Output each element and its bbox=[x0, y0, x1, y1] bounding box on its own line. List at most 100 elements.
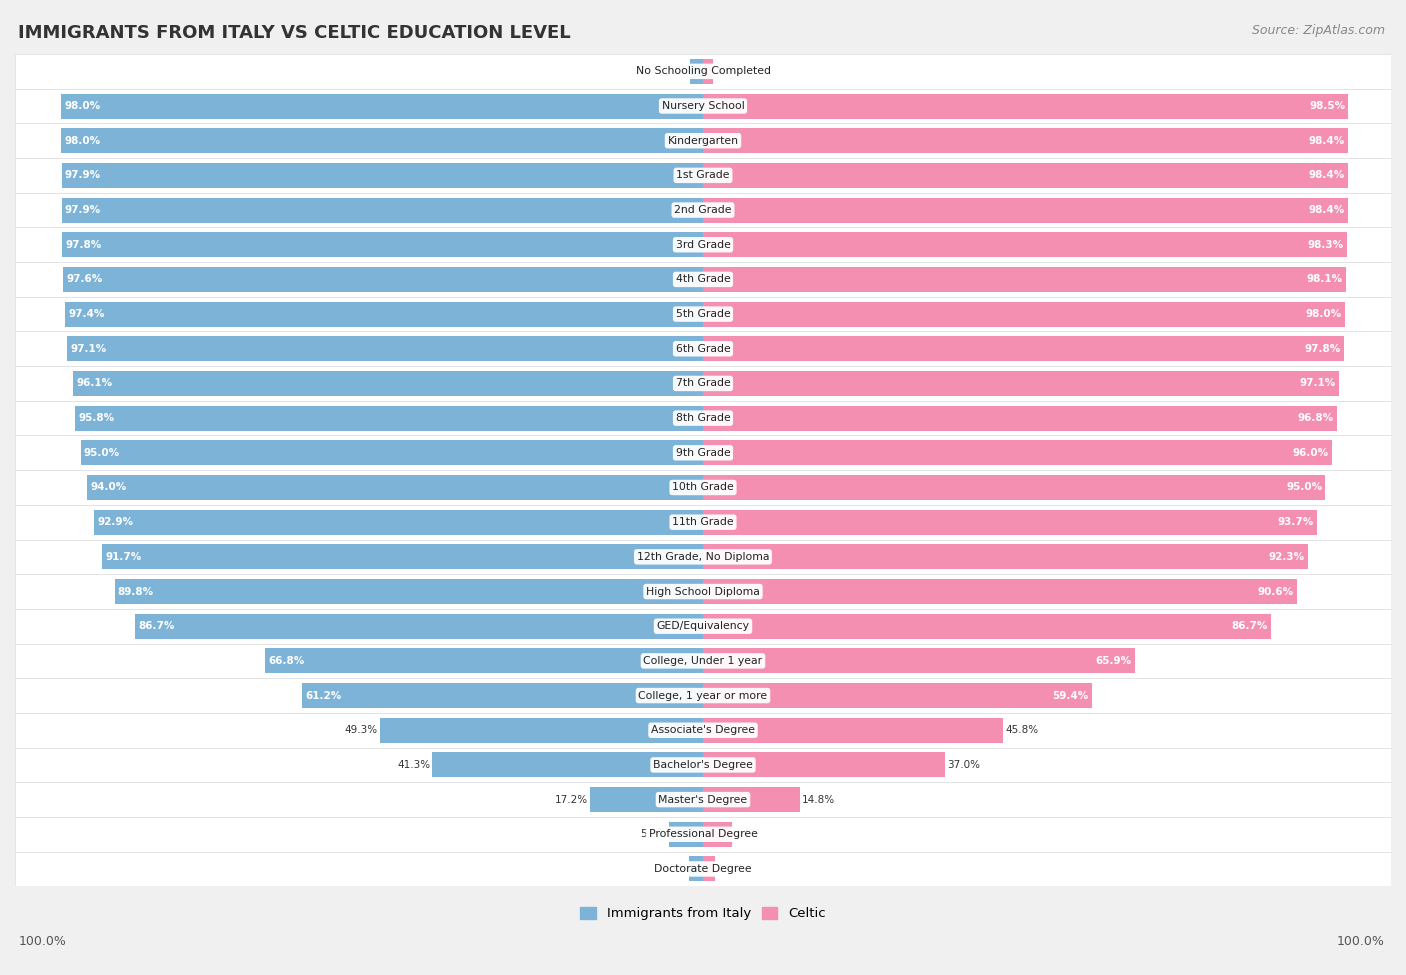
Text: 91.7%: 91.7% bbox=[105, 552, 142, 562]
Text: 49.3%: 49.3% bbox=[344, 725, 378, 735]
Text: 11th Grade: 11th Grade bbox=[672, 517, 734, 527]
Bar bbox=[87, 475, 703, 500]
Bar bbox=[66, 336, 703, 362]
Text: 1.9%: 1.9% bbox=[717, 864, 744, 874]
Bar bbox=[703, 753, 945, 777]
Bar bbox=[703, 129, 1348, 153]
Text: 97.1%: 97.1% bbox=[1299, 378, 1336, 388]
Text: 3rd Grade: 3rd Grade bbox=[675, 240, 731, 250]
Text: 5.2%: 5.2% bbox=[641, 830, 666, 839]
Bar bbox=[15, 124, 1391, 158]
Text: 94.0%: 94.0% bbox=[90, 483, 127, 492]
Bar bbox=[703, 856, 716, 881]
Text: High School Diploma: High School Diploma bbox=[647, 587, 759, 597]
Bar bbox=[80, 441, 703, 465]
Bar bbox=[62, 232, 703, 257]
Bar bbox=[15, 262, 1391, 296]
Text: 92.9%: 92.9% bbox=[97, 517, 134, 527]
Bar bbox=[15, 748, 1391, 782]
Bar bbox=[703, 198, 1348, 222]
Bar bbox=[15, 713, 1391, 748]
Text: Source: ZipAtlas.com: Source: ZipAtlas.com bbox=[1251, 24, 1385, 37]
Bar bbox=[703, 370, 1340, 396]
Text: 90.6%: 90.6% bbox=[1257, 587, 1294, 597]
Bar bbox=[15, 367, 1391, 401]
Text: IMMIGRANTS FROM ITALY VS CELTIC EDUCATION LEVEL: IMMIGRANTS FROM ITALY VS CELTIC EDUCATIO… bbox=[18, 24, 571, 42]
Bar bbox=[115, 579, 703, 604]
Text: 65.9%: 65.9% bbox=[1095, 656, 1132, 666]
Text: 8th Grade: 8th Grade bbox=[676, 413, 730, 423]
Text: 98.4%: 98.4% bbox=[1308, 136, 1344, 145]
Text: 45.8%: 45.8% bbox=[1005, 725, 1038, 735]
Bar bbox=[703, 787, 800, 812]
Text: 4th Grade: 4th Grade bbox=[676, 274, 730, 285]
Bar bbox=[380, 718, 703, 743]
Text: Doctorate Degree: Doctorate Degree bbox=[654, 864, 752, 874]
Text: 17.2%: 17.2% bbox=[555, 795, 588, 804]
Bar bbox=[703, 94, 1348, 119]
Bar bbox=[15, 644, 1391, 679]
Text: 98.1%: 98.1% bbox=[1306, 274, 1343, 285]
Bar bbox=[15, 296, 1391, 332]
Text: 97.1%: 97.1% bbox=[70, 344, 107, 354]
Text: 4.4%: 4.4% bbox=[734, 830, 761, 839]
Bar bbox=[15, 436, 1391, 470]
Text: 10th Grade: 10th Grade bbox=[672, 483, 734, 492]
Text: 100.0%: 100.0% bbox=[1337, 935, 1385, 948]
Bar bbox=[15, 505, 1391, 539]
Text: 96.8%: 96.8% bbox=[1298, 413, 1334, 423]
Text: 61.2%: 61.2% bbox=[305, 690, 342, 701]
Text: 96.1%: 96.1% bbox=[76, 378, 112, 388]
Text: 41.3%: 41.3% bbox=[398, 760, 430, 770]
Text: 2.1%: 2.1% bbox=[661, 864, 688, 874]
Text: Nursery School: Nursery School bbox=[662, 101, 744, 111]
Bar bbox=[60, 129, 703, 153]
Bar bbox=[15, 89, 1391, 124]
Text: 98.3%: 98.3% bbox=[1308, 240, 1344, 250]
Text: 96.0%: 96.0% bbox=[1292, 448, 1329, 458]
Text: 97.4%: 97.4% bbox=[67, 309, 104, 319]
Bar bbox=[703, 58, 713, 84]
Text: 14.8%: 14.8% bbox=[801, 795, 835, 804]
Text: 1st Grade: 1st Grade bbox=[676, 171, 730, 180]
Bar bbox=[15, 851, 1391, 886]
Bar bbox=[690, 58, 703, 84]
Bar bbox=[703, 822, 733, 846]
Bar bbox=[15, 227, 1391, 262]
Text: Professional Degree: Professional Degree bbox=[648, 830, 758, 839]
Text: 6th Grade: 6th Grade bbox=[676, 344, 730, 354]
Bar bbox=[60, 94, 703, 119]
Text: 97.9%: 97.9% bbox=[65, 205, 101, 215]
Text: 100.0%: 100.0% bbox=[18, 935, 66, 948]
Bar bbox=[15, 158, 1391, 193]
Text: 92.3%: 92.3% bbox=[1268, 552, 1305, 562]
Bar bbox=[703, 475, 1326, 500]
Bar bbox=[63, 267, 703, 292]
Bar bbox=[103, 544, 703, 569]
Text: 86.7%: 86.7% bbox=[1232, 621, 1268, 631]
Bar bbox=[62, 163, 703, 188]
Bar bbox=[15, 401, 1391, 436]
Bar bbox=[73, 370, 703, 396]
Bar bbox=[703, 718, 1002, 743]
Bar bbox=[15, 193, 1391, 227]
Text: 98.4%: 98.4% bbox=[1308, 171, 1344, 180]
Bar bbox=[703, 163, 1348, 188]
Bar bbox=[591, 787, 703, 812]
Text: 2.0%: 2.0% bbox=[662, 66, 688, 76]
Bar bbox=[703, 267, 1346, 292]
Bar bbox=[15, 608, 1391, 644]
Text: 37.0%: 37.0% bbox=[948, 760, 980, 770]
Bar bbox=[703, 510, 1317, 534]
Text: Kindergarten: Kindergarten bbox=[668, 136, 738, 145]
Text: 97.8%: 97.8% bbox=[1305, 344, 1340, 354]
Bar bbox=[94, 510, 703, 534]
Text: 95.0%: 95.0% bbox=[84, 448, 120, 458]
Bar bbox=[15, 679, 1391, 713]
Text: 98.4%: 98.4% bbox=[1308, 205, 1344, 215]
Bar bbox=[703, 544, 1308, 569]
Bar bbox=[689, 856, 703, 881]
Text: 97.8%: 97.8% bbox=[66, 240, 101, 250]
Bar bbox=[669, 822, 703, 846]
Text: College, Under 1 year: College, Under 1 year bbox=[644, 656, 762, 666]
